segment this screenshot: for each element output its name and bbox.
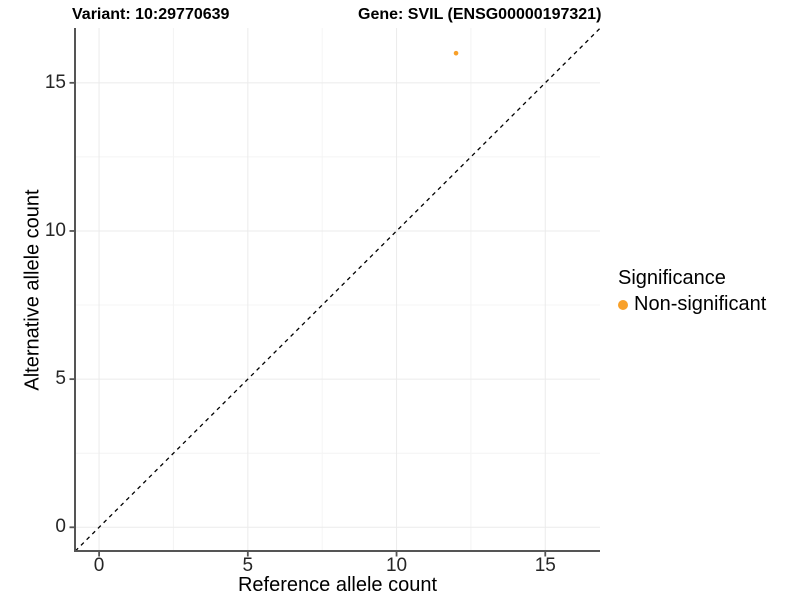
legend-item: Non-significant: [618, 293, 766, 316]
identity-line: [74, 27, 601, 552]
x-tick-label: 0: [93, 555, 105, 576]
plot-title-variant: Variant: 10:29770639: [72, 6, 230, 23]
y-axis-title: Alternative allele count: [21, 189, 44, 391]
data-point: [453, 50, 459, 56]
y-tick-label: 0: [55, 516, 66, 538]
legend: Significance Non-significant: [618, 267, 766, 316]
y-tick-label: 5: [55, 368, 66, 390]
x-tick-label: 10: [385, 555, 408, 576]
legend-item-label: Non-significant: [634, 293, 767, 315]
x-tick-label: 5: [242, 555, 254, 576]
plot-title-gene: Gene: SVIL (ENSG00000197321): [358, 6, 602, 23]
legend-point-icon: [618, 299, 628, 310]
x-axis-title: Reference allele count: [237, 574, 437, 596]
x-tick-label: 15: [534, 555, 556, 576]
legend-title: Significance: [618, 267, 726, 289]
y-tick-label: 10: [44, 219, 66, 241]
y-tick-label: 15: [44, 71, 66, 93]
